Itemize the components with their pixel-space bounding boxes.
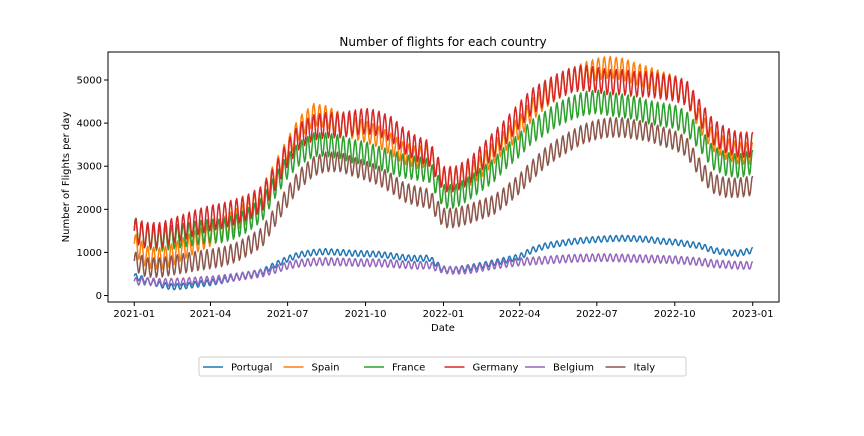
y-tick-label: 1000 — [77, 248, 102, 259]
series-line-france — [133, 89, 754, 252]
x-tick-label: 2022-04 — [499, 309, 541, 320]
legend-label-france: France — [392, 363, 425, 374]
x-tick-label: 2021-07 — [267, 309, 309, 320]
x-tick-label: 2022-10 — [654, 309, 696, 320]
chart-title: Number of flights for each country — [339, 35, 546, 49]
y-axis: 0 1000 2000 3000 4000 5000 — [77, 76, 108, 302]
y-tick-label: 4000 — [77, 119, 102, 130]
series-line-italy — [133, 117, 754, 278]
y-axis-label: Number of Flights per day — [61, 112, 72, 243]
legend: Portugal Spain France Germany Belgium Italy — [198, 356, 687, 377]
y-tick-label: 3000 — [77, 162, 102, 173]
x-tick-label: 2022-07 — [576, 309, 618, 320]
x-tick-label: 2021-10 — [345, 309, 387, 320]
x-tick-label: 2022-01 — [423, 309, 465, 320]
legend-entries: Portugal Spain France Germany Belgium Italy — [203, 363, 655, 374]
x-axis: 2021-01 2021-04 2021-07 2021-10 2022-01 2022-… — [113, 302, 774, 320]
y-tick-label: 2000 — [77, 205, 102, 216]
legend-label-portugal: Portugal — [231, 363, 272, 374]
legend-label-germany: Germany — [473, 363, 519, 374]
y-tick-label: 5000 — [77, 76, 102, 87]
y-tick-label: 0 — [96, 291, 102, 302]
legend-label-italy: Italy — [634, 363, 656, 374]
legend-label-belgium: Belgium — [553, 363, 594, 374]
series-line-germany — [133, 64, 754, 249]
x-tick-label: 2021-01 — [113, 309, 155, 320]
series-group — [133, 55, 754, 291]
x-tick-label: 2021-04 — [190, 309, 232, 320]
legend-frame — [198, 356, 687, 377]
series-line-belgium — [133, 253, 754, 288]
legend-label-spain: Spain — [312, 363, 340, 374]
x-tick-label: 2023-01 — [732, 309, 774, 320]
x-axis-label: Date — [431, 323, 455, 334]
